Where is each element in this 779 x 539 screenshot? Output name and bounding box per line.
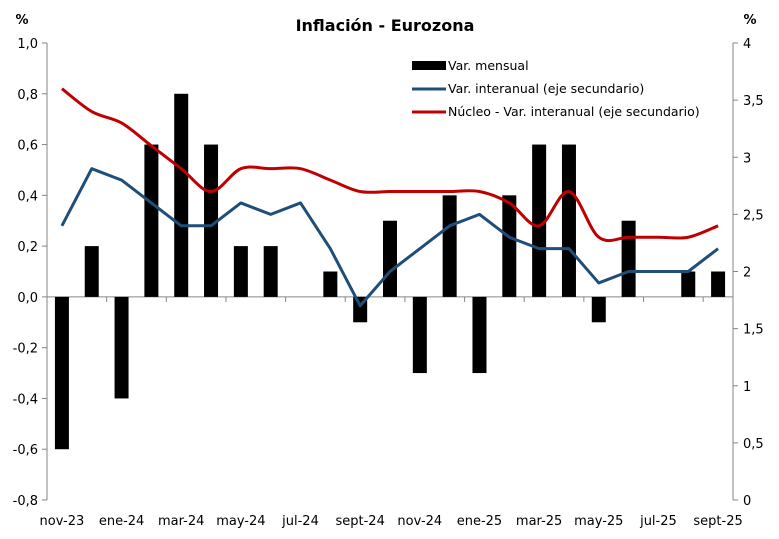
bar-ene-25 — [472, 296, 487, 374]
bar-abr-24 — [204, 144, 219, 297]
left-axis-unit: % — [15, 13, 28, 28]
right-tick-label: 4 — [743, 37, 751, 52]
x-tick-label: jul-24 — [281, 514, 319, 529]
left-tick-label: 0,4 — [17, 189, 38, 204]
bar-dic-24 — [442, 195, 457, 297]
legend-label-0: Var. mensual — [448, 58, 529, 73]
x-tick-label: sept-25 — [693, 514, 742, 529]
right-tick-label: 1,5 — [743, 323, 764, 338]
line-var-interanual — [60, 167, 719, 308]
legend-label-2: Núcleo - Var. interanual (eje secundario… — [448, 104, 700, 119]
right-tick-label: 0,5 — [743, 437, 764, 452]
x-tick-label: sept-24 — [335, 514, 384, 529]
bar-mar-25 — [532, 144, 547, 297]
bar-may-25 — [591, 296, 606, 323]
bar-ago-24 — [323, 271, 338, 297]
legend-swatch-bar — [412, 61, 446, 70]
right-axis: 4 3,5 3 2,5 2 1,5 1 0,5 0 — [732, 37, 764, 509]
bar-ago-25 — [681, 271, 696, 297]
bar-feb-25 — [502, 195, 517, 297]
left-tick-label: -0,8 — [13, 494, 38, 509]
left-tick-label: 0,0 — [17, 291, 38, 306]
right-tick-label: 0 — [743, 494, 751, 509]
left-tick-label: 0,8 — [17, 88, 38, 103]
bar-sept-25 — [711, 271, 726, 297]
x-tick-label: mar-24 — [158, 514, 204, 529]
x-tick-label: nov-24 — [397, 514, 442, 529]
legend-label-1: Var. interanual (eje secundario) — [448, 81, 644, 96]
bar-nov-23 — [54, 296, 69, 450]
left-tick-label: -0,6 — [13, 443, 38, 458]
bar-mar-24 — [174, 93, 189, 297]
line-nucleo-var-interanual — [60, 87, 719, 243]
chart-title: Inflación - Eurozona — [296, 16, 475, 35]
x-tick-label: ene-24 — [99, 514, 144, 529]
lines — [60, 87, 719, 308]
bar-feb-24 — [144, 144, 159, 297]
left-tick-label: 1,0 — [17, 37, 38, 52]
bars-var-mensual — [54, 93, 726, 450]
bar-jun-24 — [263, 246, 278, 297]
x-tick-label: may-25 — [574, 514, 623, 529]
legend: Var. mensual Var. interanual (eje secund… — [412, 58, 700, 119]
left-tick-label: 0,6 — [17, 139, 38, 154]
bar-dic-23 — [84, 246, 99, 297]
x-tick-label: may-24 — [216, 514, 265, 529]
x-tick-label: mar-25 — [516, 514, 562, 529]
right-tick-label: 2 — [743, 266, 751, 281]
bar-ene-24 — [114, 296, 129, 399]
x-tick-label: jul-25 — [639, 514, 677, 529]
x-tick-label: nov-23 — [40, 514, 85, 529]
left-tick-label: -0,2 — [13, 342, 38, 357]
right-tick-label: 2,5 — [743, 208, 764, 223]
bar-jun-25 — [621, 220, 636, 297]
bar-oct-24 — [383, 220, 397, 297]
bar-may-24 — [233, 246, 248, 297]
left-axis: 1,0 0,8 0,6 0,4 0,2 0,0 -0,2 -0,4 -0,6 -0,8 — [13, 37, 48, 509]
right-tick-label: 3,5 — [743, 94, 764, 109]
bar-nov-24 — [412, 296, 427, 374]
x-axis: nov-23 ene-24 mar-24 may-24 jul-24 sept-24 nov… — [40, 296, 743, 529]
bar-abr-25 — [561, 144, 576, 297]
right-tick-label: 1 — [743, 380, 751, 395]
left-tick-label: 0,2 — [17, 240, 38, 255]
right-tick-label: 3 — [743, 151, 751, 166]
x-tick-label: ene-25 — [457, 514, 502, 529]
right-axis-unit: % — [743, 13, 756, 28]
left-tick-label: -0,4 — [13, 392, 38, 407]
